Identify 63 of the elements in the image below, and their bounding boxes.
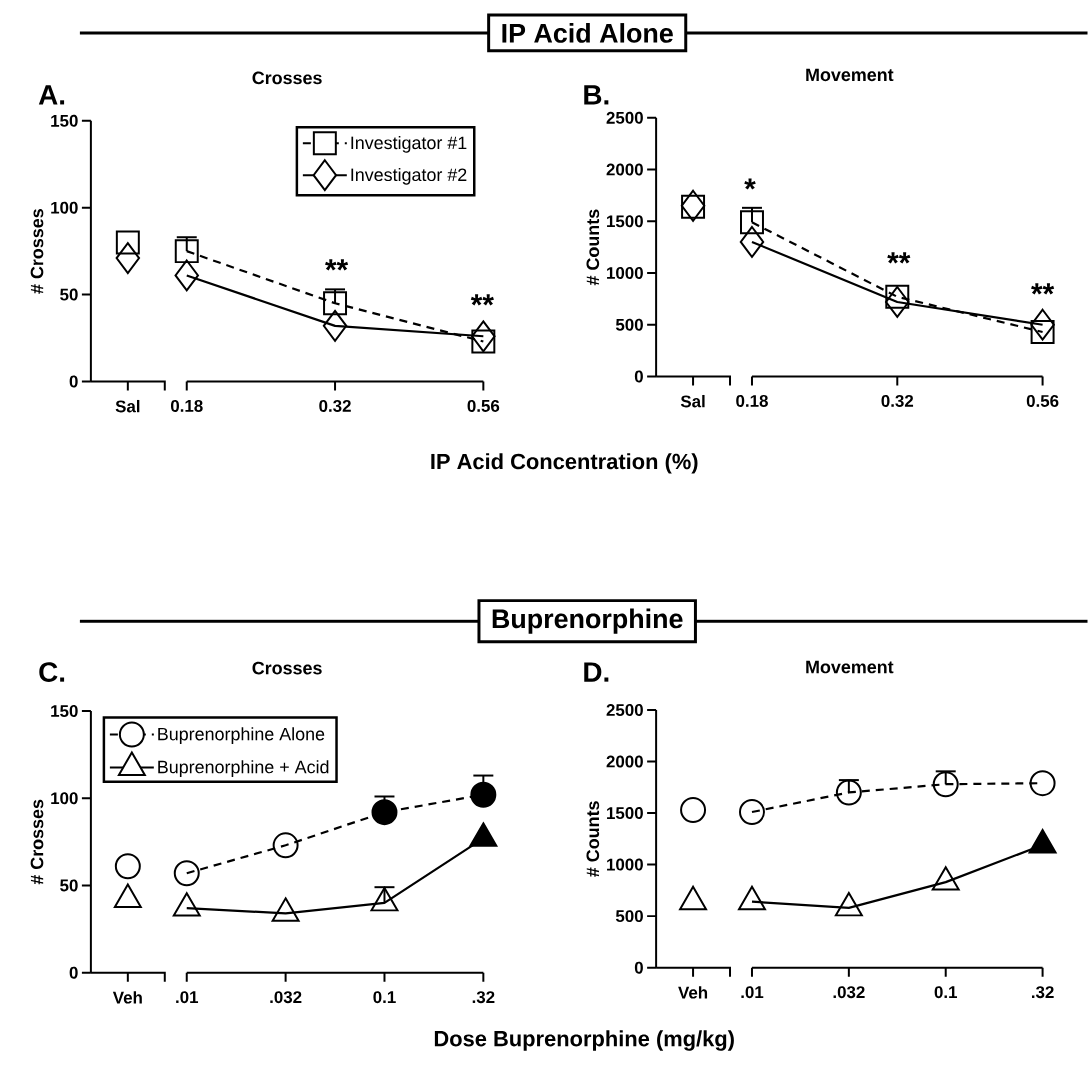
chart-title: Crosses [252,71,322,85]
y-tick-label: 2000 [606,755,643,768]
y-tick-label: 0 [69,375,78,388]
y-tick-label: 50 [60,288,78,301]
x-axis-title: IP Acid Concentration (%) [431,453,698,474]
legend-label: Buprenorphine Alone [158,727,325,745]
x-tick-label: .32 [1031,986,1054,999]
y-tick-label: 2000 [606,163,643,176]
x-tick-label: .01 [176,991,199,1004]
x-tick-label: 0.32 [319,400,351,413]
y-tick-label: 1500 [607,807,643,820]
text: C. [39,662,65,683]
x-tick-label: 0.56 [1026,395,1059,408]
text: B. [584,85,609,105]
y-tick-label: 100 [51,201,78,214]
legend-label: Investigator #2 [351,168,467,185]
y-tick-label: 1000 [607,267,643,280]
annotation: ** [470,294,494,306]
x-tick-label: .032 [270,991,302,1004]
chart-title: Crosses [252,661,322,675]
y-axis-title: # Counts [586,801,600,878]
x-tick-label: .32 [472,991,495,1004]
x-tick-label: .032 [833,986,865,999]
x-tick-label: Sal [115,400,140,413]
chart-title: Movement [806,661,894,674]
x-tick-label: Sal [680,395,705,408]
x-tick-label: Veh [112,991,142,1004]
y-tick-label: 0 [634,961,643,974]
y-tick-label: 1000 [607,858,643,871]
annotation: * [744,178,756,190]
x-tick-label: 0.1 [373,991,396,1004]
y-tick-label: 1500 [607,215,643,228]
text: A. [38,85,65,105]
text: Buprenorphine [492,608,683,634]
annotation: ** [325,259,349,271]
y-axis-title: # Crosses [30,800,44,885]
y-tick-label: 500 [615,910,643,923]
x-tick-label: Veh [678,986,708,999]
x-axis-title: Dose Buprenorphine (mg/kg) [434,1030,734,1052]
x-tick-label: 0.56 [467,400,500,413]
y-tick-label: 50 [60,879,78,892]
x-tick-label: 0.32 [881,395,914,408]
y-tick-label: 150 [51,115,78,128]
x-tick-label: 0.18 [736,395,768,408]
y-tick-label: 0 [69,966,78,979]
y-tick-label: 150 [51,705,78,718]
x-tick-label: 0.1 [934,986,958,999]
x-tick-label: .01 [741,986,764,999]
legend-label: Buprenorphine + Acid [158,760,329,778]
x-tick-label: 0.18 [170,400,203,413]
y-axis-title: # Crosses [30,209,44,294]
chart-title: Movement [806,68,894,82]
y-tick-label: 0 [634,370,643,383]
text: IP Acid Alone [502,23,673,44]
y-tick-label: 100 [51,792,78,805]
annotation: ** [1031,283,1055,295]
y-tick-label: 500 [615,318,643,331]
y-tick-label: 2500 [606,112,643,125]
legend-label: Investigator #1 [351,136,467,153]
y-axis-title: # Counts [586,209,600,286]
annotation: ** [887,252,911,264]
y-tick-label: 2500 [606,704,643,717]
text: D. [584,662,609,682]
